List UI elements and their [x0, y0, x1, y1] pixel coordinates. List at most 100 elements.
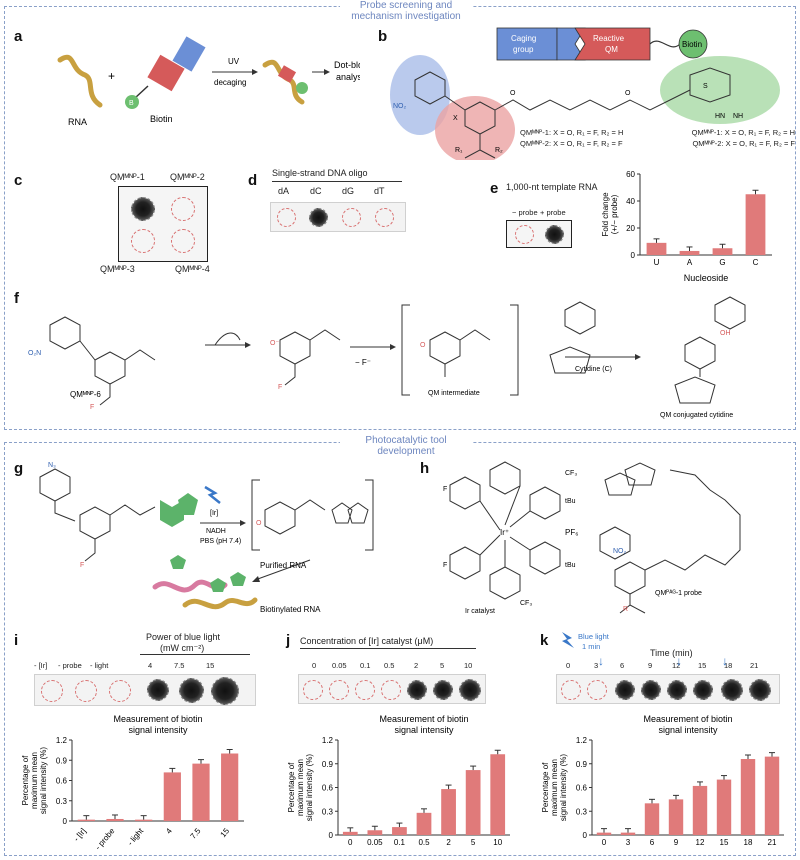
analysis-label: analysis — [336, 72, 360, 82]
svg-text:Caging: Caging — [511, 34, 536, 43]
x-tick-label: - probe — [93, 826, 117, 852]
bar — [416, 812, 432, 835]
svg-text:QM: QM — [605, 45, 618, 54]
svg-text:Reactive: Reactive — [593, 34, 625, 43]
bar — [441, 789, 456, 835]
y-tick-label: 0.3 — [322, 807, 334, 816]
y-axis-label: Percentage of — [21, 755, 30, 806]
chart-title: Measurement of biotin — [113, 714, 202, 724]
svg-text:B: B — [129, 100, 134, 107]
svg-text:NH: NH — [733, 113, 743, 120]
y-tick-label: 60 — [626, 170, 635, 179]
y-axis-label: maximum mean — [296, 759, 305, 816]
qm6-label: QMᴹᴺᴾ-6 — [70, 390, 101, 399]
svg-text:NO₂: NO₂ — [613, 548, 627, 555]
svg-text:CF₃: CF₃ — [520, 600, 532, 607]
dotblot-label: Dot-blot — [334, 60, 360, 70]
bar — [465, 770, 481, 835]
y-tick-label: 0.9 — [576, 760, 588, 769]
panel-g-label: g — [14, 460, 24, 477]
nadh-label: NADH — [206, 528, 226, 535]
y-tick-label: 1.2 — [322, 736, 334, 745]
biotin-label: Biotin — [150, 114, 173, 124]
x-tick-label: 18 — [744, 838, 753, 847]
x-tick-label: 0.1 — [394, 838, 406, 847]
svg-text:O⁻: O⁻ — [270, 340, 279, 347]
x-tick-label: A — [687, 258, 693, 267]
svg-text:O: O — [256, 520, 262, 527]
svg-text:group: group — [513, 45, 534, 54]
x-tick-label: 0.05 — [367, 838, 383, 847]
bar — [342, 831, 358, 835]
svg-text:HN: HN — [715, 113, 725, 120]
qm-pag-label: QMᴾᴬᴳ-1 probe — [655, 589, 702, 597]
panel-i-label: i — [14, 632, 19, 649]
svg-text:O₂N: O₂N — [28, 350, 41, 357]
panel-c-tr: QMᴹᴺᴾ-2 — [170, 172, 205, 182]
top-section-title: Probe screening and mechanism investigat… — [340, 0, 472, 22]
panel-i-blot — [34, 674, 256, 706]
bar — [392, 827, 407, 835]
decaging-label: decaging — [214, 78, 246, 87]
svg-text:PF₆: PF₆ — [565, 528, 578, 537]
bar — [106, 818, 124, 821]
x-tick-label: U — [654, 258, 660, 267]
y-tick-label: 0.9 — [56, 756, 68, 765]
panel-e-label: e — [490, 180, 499, 197]
bar — [712, 248, 733, 255]
y-axis-label: maximum mean — [30, 752, 39, 809]
bar — [679, 250, 700, 255]
arrow-down-icon: ↓ — [722, 654, 728, 668]
y-tick-label: 0 — [631, 251, 636, 260]
svg-text:F: F — [443, 486, 447, 493]
x-tick-label: 5 — [471, 838, 476, 847]
svg-text:X: X — [453, 115, 458, 122]
panel-b-label: b — [378, 28, 388, 45]
y-tick-label: 0.3 — [576, 807, 588, 816]
pbs-label: PBS (pH 7.4) — [200, 538, 241, 545]
y-axis-label: Percentage of — [541, 762, 550, 813]
panel-i-title2: (mW cm⁻²) — [160, 643, 205, 653]
y-tick-label: 1.2 — [576, 736, 588, 745]
bar — [764, 756, 780, 835]
chart-title: Measurement of biotin — [379, 714, 468, 724]
panel-d-label: d — [248, 172, 258, 189]
panel-e-minus: − probe — [512, 208, 538, 217]
probe-cartoon-icon — [496, 27, 708, 61]
svg-text:R: R — [623, 606, 628, 613]
y-tick-label: 0 — [329, 831, 334, 840]
panel-c-bl: QMᴹᴺᴾ-3 — [100, 264, 135, 274]
svg-text:F: F — [90, 404, 94, 411]
x-tick-label: 12 — [696, 838, 705, 847]
panel-e-blot — [506, 220, 572, 248]
x-tick-label: 10 — [493, 838, 502, 847]
biotinylated-label: Biotinylated RNA — [260, 605, 321, 614]
svg-text:F: F — [80, 562, 84, 569]
panel-e-title: 1,000-nt template RNA — [506, 182, 598, 192]
panel-k-blue2: 1 min — [582, 642, 601, 651]
panel-a-schematic: RNA + B Biotin UV decaging Dot-blot anal… — [57, 36, 360, 127]
y-tick-label: 0.6 — [576, 784, 588, 793]
svg-text:OH: OH — [720, 330, 731, 337]
purified-label: Purified RNA — [260, 561, 307, 570]
rna-strand-icon — [57, 54, 103, 108]
panel-b-structure: NO₂ O O S HN NH X R₁ R₂ Caging group Rea… — [390, 27, 780, 160]
y-axis-label: Percentage of — [287, 762, 296, 813]
x-axis-label: Nucleoside — [684, 273, 729, 283]
ir-label: [Ir] — [210, 510, 218, 517]
panel-h-structures: Ir⁺ F F CF₃ tBu tBu CF₃ PF₆ Ir catalyst … — [443, 461, 741, 615]
panel-c-label: c — [14, 172, 23, 189]
x-tick-label: 15 — [219, 826, 232, 839]
panel-g-scheme: N₃ F O [Ir] NADH PBS (pH 7.4) Purified R… — [39, 462, 374, 614]
rna-label: RNA — [68, 117, 87, 127]
svg-text:N₃: N₃ — [48, 462, 56, 469]
x-tick-label: 4 — [164, 826, 174, 836]
qm-intermediate-label: QM intermediate — [428, 390, 480, 397]
svg-text:R₁: R₁ — [455, 147, 463, 154]
svg-text:Ir⁺: Ir⁺ — [500, 528, 509, 537]
panel-j-title: Concentration of [Ir] catalyst (μM) — [300, 636, 434, 646]
chart-title: Measurement of biotin — [643, 714, 732, 724]
y-tick-label: 1.2 — [56, 736, 68, 745]
